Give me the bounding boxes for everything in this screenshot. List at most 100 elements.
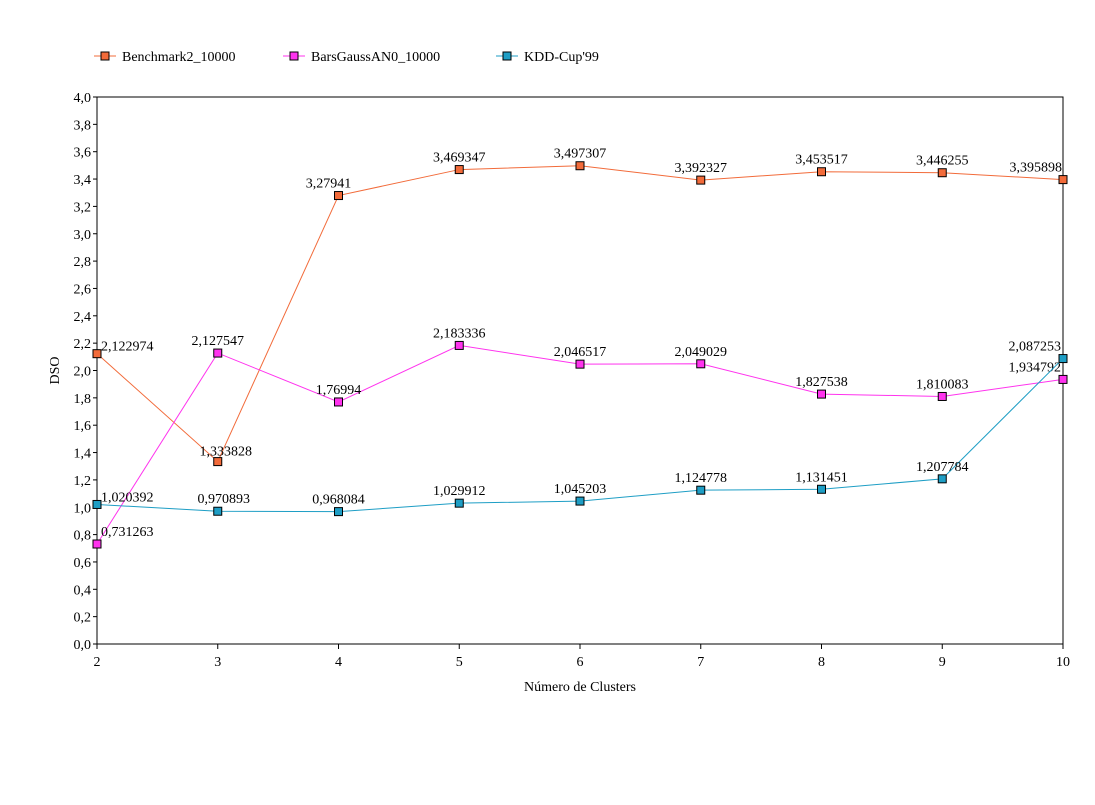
y-tick-label: 1,0	[74, 501, 92, 516]
x-tick-label: 4	[335, 655, 342, 670]
data-point	[937, 391, 947, 401]
x-axis-label: Número de Clusters	[524, 680, 636, 695]
y-tick-label: 1,2	[74, 474, 92, 489]
data-label: 3,497307	[554, 147, 607, 162]
y-tick-label: 1,4	[74, 447, 92, 462]
y-tick-label: 3,4	[74, 173, 92, 188]
data-point	[454, 165, 464, 175]
y-tick-label: 4,0	[74, 91, 92, 106]
data-point	[937, 474, 947, 484]
legend-label: KDD-Cup'99	[524, 50, 599, 65]
data-label: 1,020392	[101, 490, 154, 505]
series-1: 0,731263 2,127547 1,76994 2,183336 2,046517 2…	[92, 326, 1068, 549]
data-point	[1058, 374, 1068, 384]
legend-label: BarsGaussAN0_10000	[311, 50, 440, 65]
legend-item: BarsGaussAN0_10000	[283, 50, 440, 65]
data-point	[334, 191, 343, 201]
y-axis-ticks: 0,0 0,2 0,4 0,6 0,8 1,0 1,2 1,4 1,6 1,8 2,0 2,2 2,4 2…	[74, 91, 97, 653]
data-point	[213, 457, 223, 467]
data-label: 2,087253	[1009, 340, 1062, 355]
x-tick-label: 10	[1056, 655, 1070, 670]
data-point	[575, 359, 585, 369]
data-label: 1,76994	[316, 383, 362, 398]
legend-marker	[502, 51, 512, 61]
data-label: 3,392327	[675, 161, 728, 176]
data-point	[817, 484, 826, 494]
data-point	[575, 161, 585, 171]
legend-item: KDD-Cup'99	[496, 50, 599, 65]
data-point	[575, 496, 585, 506]
x-tick-label: 6	[577, 655, 584, 670]
y-tick-label: 2,8	[74, 255, 92, 270]
data-point	[92, 349, 102, 359]
data-label: 2,049029	[675, 345, 728, 360]
x-tick-label: 8	[818, 655, 825, 670]
data-label: 2,183336	[433, 326, 486, 341]
legend-item: Benchmark2_10000	[94, 50, 236, 65]
data-point	[334, 507, 343, 517]
data-label: 3,446255	[916, 154, 969, 169]
x-tick-label: 5	[456, 655, 463, 670]
data-label: 1,827538	[795, 375, 848, 390]
y-tick-label: 2,0	[74, 365, 92, 380]
data-label: 2,122974	[101, 340, 154, 355]
data-label: 2,127547	[192, 334, 245, 349]
data-label: 1,131451	[795, 470, 848, 485]
y-tick-label: 3,6	[74, 146, 92, 161]
y-tick-label: 2,2	[74, 337, 92, 352]
data-label: 3,469347	[433, 151, 486, 166]
series-0: 2,122974 1,333828 3,27941 3,469347 3,497307 3…	[92, 147, 1068, 467]
y-tick-label: 0,0	[74, 638, 92, 653]
data-point	[696, 485, 706, 495]
y-tick-label: 0,8	[74, 529, 92, 544]
data-point	[817, 389, 826, 399]
data-label: 1,934792	[1009, 360, 1062, 375]
legend-marker	[289, 51, 299, 61]
data-point	[213, 348, 223, 358]
x-tick-label: 2	[94, 655, 101, 670]
data-label: 3,27941	[306, 177, 352, 192]
data-label: 1,124778	[675, 471, 728, 486]
legend-label: Benchmark2_10000	[122, 50, 236, 65]
series-line	[96, 165, 1064, 463]
data-label: 3,395898	[1010, 161, 1063, 176]
y-tick-label: 3,2	[74, 200, 92, 215]
data-point	[92, 539, 102, 549]
data-point	[334, 397, 343, 407]
x-axis-ticks: 2 3 4 5 6 7 8 9 10	[94, 644, 1070, 670]
data-point	[696, 175, 706, 185]
legend-marker	[100, 51, 110, 61]
series-2: 1,020392 0,970893 0,968084 1,029912 1,045203…	[92, 340, 1068, 517]
data-point	[696, 359, 706, 369]
y-tick-label: 0,6	[74, 556, 92, 571]
y-tick-label: 3,8	[74, 118, 92, 133]
y-tick-label: 1,8	[74, 392, 92, 407]
x-tick-label: 7	[697, 655, 704, 670]
y-tick-label: 0,4	[74, 583, 92, 598]
plot-frame	[96, 96, 1064, 645]
data-label: 0,731263	[101, 525, 154, 540]
axes	[96, 96, 1064, 645]
data-label: 0,970893	[198, 492, 251, 507]
y-tick-label: 2,6	[74, 282, 92, 297]
data-point	[937, 168, 947, 178]
y-tick-label: 1,6	[74, 419, 92, 434]
x-tick-label: 3	[214, 655, 221, 670]
data-label: 2,046517	[554, 345, 607, 360]
data-point	[454, 498, 464, 508]
data-point	[1058, 354, 1068, 364]
data-label: 1,810083	[916, 377, 969, 392]
series-layer: 2,122974 1,333828 3,27941 3,469347 3,497307 3…	[92, 147, 1068, 549]
y-axis-label: DSO	[48, 356, 63, 384]
y-tick-label: 0,2	[74, 611, 92, 626]
data-point	[817, 167, 826, 177]
data-label: 0,968084	[312, 493, 365, 508]
data-label: 1,029912	[433, 484, 486, 499]
data-label: 1,333828	[200, 445, 253, 460]
data-point	[213, 506, 223, 516]
data-point	[92, 499, 102, 509]
legend: Benchmark2_10000 BarsGaussAN0_10000 KDD-Cu…	[94, 50, 599, 65]
data-point	[1058, 175, 1068, 185]
data-label: 1,045203	[554, 482, 607, 497]
